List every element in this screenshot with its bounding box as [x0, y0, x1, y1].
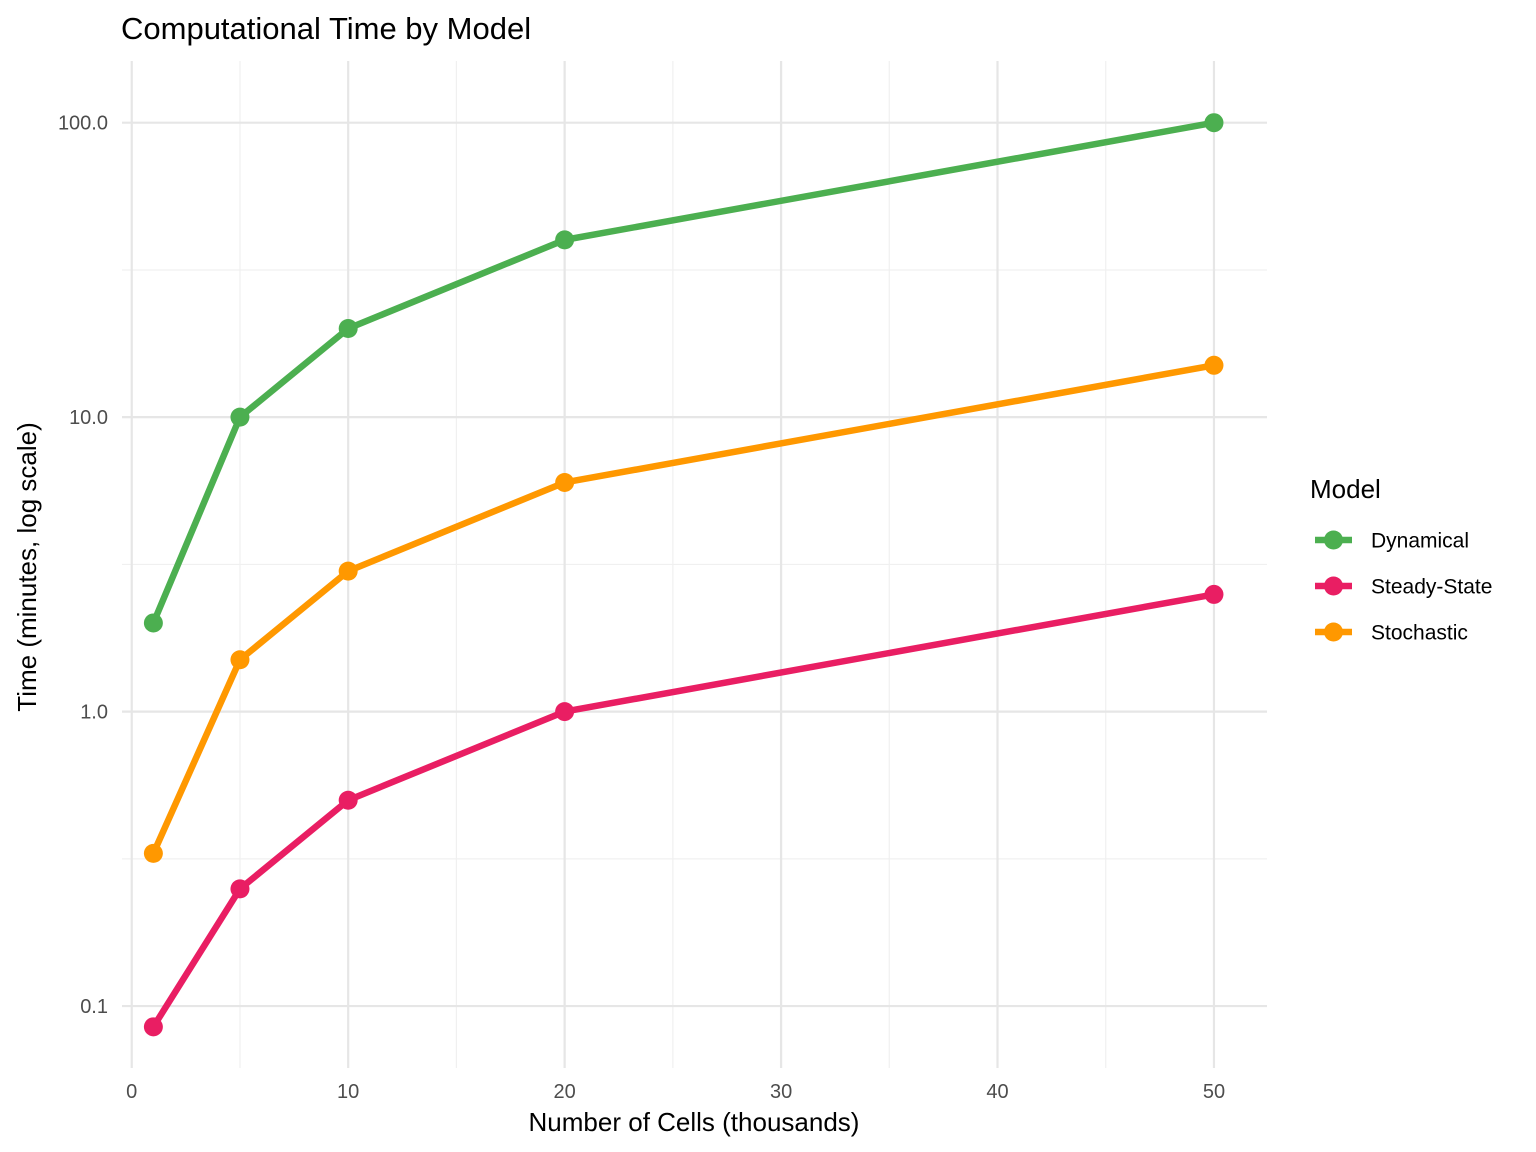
y-axis-ticks: 0.1 1.0 10.0 100.0 [58, 113, 108, 1018]
legend-label: Steady-State [1371, 576, 1492, 599]
data-point [143, 1017, 163, 1037]
x-tick-label: 10 [337, 1081, 359, 1103]
y-tick-label: 100.0 [58, 113, 108, 135]
series-line [150, 362, 1215, 855]
legend-title: Model [1310, 474, 1381, 504]
legend-item: Steady-State [1315, 576, 1492, 599]
x-tick-label: 0 [126, 1081, 137, 1103]
plot-series [143, 113, 1224, 1037]
legend-key-point [1324, 530, 1343, 550]
x-tick-label: 30 [770, 1081, 792, 1103]
series-line [150, 119, 1215, 625]
legend-item: Dynamical [1315, 530, 1469, 553]
grid [122, 61, 1267, 1068]
data-point [143, 843, 163, 863]
legend-item: Stochastic [1315, 622, 1468, 645]
data-point [143, 613, 163, 633]
x-tick-label: 20 [554, 1081, 576, 1103]
series-steady-state [143, 584, 1224, 1037]
data-point [555, 230, 575, 250]
y-tick-label: 1.0 [80, 702, 108, 724]
data-point [555, 702, 575, 722]
data-point [338, 561, 358, 581]
x-tick-label: 40 [986, 1081, 1008, 1103]
legend-items: Dynamical Steady-State Stochastic [1315, 530, 1492, 645]
x-tick-label: 50 [1203, 1081, 1225, 1103]
legend-key-point [1324, 576, 1343, 596]
data-point [1204, 113, 1224, 133]
legend-label: Dynamical [1371, 530, 1469, 553]
data-point [1204, 584, 1224, 604]
legend-label: Stochastic [1371, 622, 1468, 645]
x-axis-title: Number of Cells (thousands) [529, 1107, 860, 1137]
y-axis-title: Time (minutes, log scale) [12, 422, 42, 711]
data-point [338, 790, 358, 810]
series-dynamical [143, 113, 1224, 633]
y-tick-label: 0.1 [80, 996, 108, 1018]
data-point [1204, 355, 1224, 375]
legend-key-point [1324, 622, 1343, 642]
series-stochastic [143, 355, 1224, 863]
chart-title: Computational Time by Model [121, 11, 531, 46]
x-axis-ticks: 0 10 20 30 40 50 [126, 1081, 1225, 1103]
y-tick-label: 10.0 [69, 407, 108, 429]
legend: Model Dynamical Steady-State Stochastic [1310, 474, 1492, 645]
data-point [230, 407, 250, 427]
data-point [230, 650, 250, 670]
series-line [150, 591, 1215, 1029]
data-point [338, 319, 358, 339]
data-point [230, 879, 250, 899]
data-point [555, 472, 575, 492]
